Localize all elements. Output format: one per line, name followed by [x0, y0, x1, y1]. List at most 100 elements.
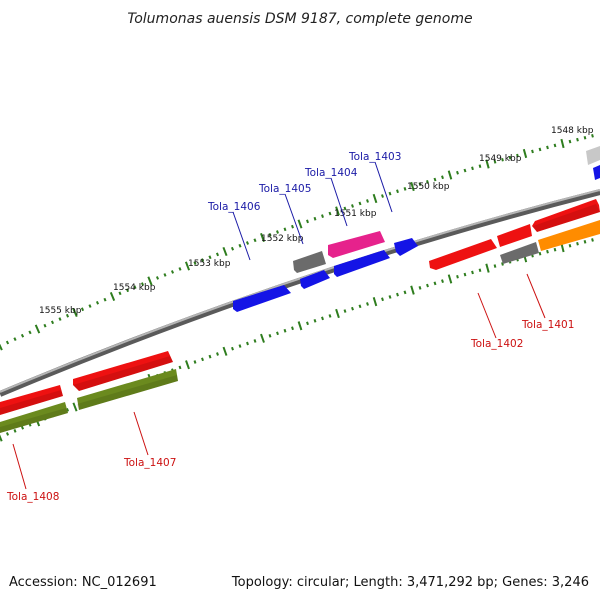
scale-tick-minor: [65, 408, 70, 412]
scale-ring-outer: [0, 134, 594, 351]
scale-label-1550: 1550 kbp: [407, 182, 450, 192]
accession-text: Accession: NC_012691: [9, 575, 157, 590]
scale-tick-minor: [163, 273, 167, 277]
gene-arrow-red-1402: [429, 239, 497, 270]
gene-arrow-orange: [538, 220, 600, 251]
gene-arrow-red-small: [497, 224, 532, 247]
scale-tick-minor: [426, 179, 429, 184]
gene-arrow-blue-1403: [394, 238, 418, 256]
scale-tick-minor: [546, 145, 549, 150]
scale-tick-minor: [358, 201, 362, 206]
gene-arrow-grey-lower: [500, 242, 539, 264]
scale-tick-minor: [388, 295, 392, 299]
genome-backbone: [0, 189, 600, 397]
scale-tick-minor: [238, 344, 242, 348]
scale-tick-minor: [5, 340, 10, 345]
scale-tick-minor: [591, 134, 594, 138]
scale-label-1555: 1555 kbp: [39, 306, 82, 316]
scale-tick-minor: [208, 354, 212, 359]
scale-tick-minor: [343, 206, 347, 211]
gene-arrow-olive-1408: [0, 402, 68, 433]
scale-tick-minor: [508, 155, 512, 160]
scale-tick-minor: [306, 321, 309, 326]
scale-tick-minor: [253, 238, 257, 243]
scale-tick-minor: [238, 243, 242, 248]
scale-tick-minor: [583, 240, 587, 244]
scale-tick-major: [335, 206, 340, 216]
leader-lines-bottom: [12, 273, 546, 490]
scale-tick-major: [297, 321, 303, 331]
scale-tick-minor: [366, 199, 369, 203]
gene-label-tola-1404: Tola_1404: [304, 167, 358, 179]
scale-tick-minor: [125, 288, 130, 293]
map-title: Tolumonas auensis DSM 9187, complete gen…: [127, 11, 472, 27]
scale-tick-minor: [456, 170, 459, 175]
scale-tick-minor: [493, 160, 497, 164]
scale-tick-major: [485, 159, 490, 169]
scale-tick-minor: [553, 143, 557, 148]
scale-tick-minor: [58, 317, 62, 321]
scale-tick-minor: [216, 352, 219, 356]
scale-tick-minor: [230, 246, 235, 251]
genome-stats-text: Topology: circular; Length: 3,471,292 bp…: [231, 575, 589, 590]
scale-tick-minor: [268, 333, 272, 338]
scale-tick-minor: [553, 247, 557, 252]
scale-tick-major: [222, 346, 228, 356]
scale-tick-minor: [291, 326, 294, 331]
scale-tick-minor: [313, 216, 317, 221]
scale-tick-minor: [568, 139, 572, 144]
scale-tick-minor: [283, 227, 287, 232]
scale-label-1548: 1548 kbp: [551, 126, 594, 136]
scale-tick-minor: [13, 429, 17, 433]
scale-tick-minor: [276, 230, 279, 234]
gene-arrow-blue-small: [300, 270, 330, 289]
scale-tick-major: [147, 276, 153, 286]
scale-tick-major: [34, 324, 41, 334]
scale-tick-minor: [546, 249, 549, 254]
scale-tick-minor: [493, 264, 497, 268]
scale-label-1554: 1554 kbp: [113, 283, 156, 293]
scale-tick-minor: [208, 255, 212, 260]
gene-arrow-olive-1407: [77, 369, 178, 410]
scale-tick-minor: [396, 292, 399, 297]
scale-tick-minor: [283, 328, 287, 333]
scale-tick-minor: [343, 309, 347, 313]
scale-tick-minor: [65, 313, 70, 318]
scale-tick-major: [410, 181, 415, 192]
scale-tick-minor: [501, 157, 504, 162]
scale-tick-minor: [576, 241, 579, 246]
scale-tick-minor: [328, 211, 332, 216]
scale-tick-minor: [568, 243, 572, 248]
scale-tick-minor: [321, 214, 324, 219]
scale-tick-minor: [50, 320, 55, 325]
gene-label-tola-1408: Tola_1408: [6, 491, 59, 503]
gene-arrow-red-1407: [73, 351, 173, 391]
scale-tick-minor: [463, 272, 467, 277]
gene-arrow-red-outer: [532, 199, 600, 232]
gene-label-tola-1402: Tola_1402: [470, 338, 523, 350]
scale-tick-minor: [276, 331, 279, 336]
scale-label-1549: 1549 kbp: [479, 154, 522, 164]
scale-tick-minor: [201, 357, 204, 362]
scale-tick-major: [522, 148, 528, 159]
scale-tick-major: [297, 219, 303, 229]
scale-tick-minor: [456, 274, 459, 279]
scale-tick-minor: [313, 318, 317, 323]
scale-tick-major: [485, 263, 490, 273]
scale-tick-minor: [471, 166, 474, 171]
gene-label-tola-1401: Tola_1401: [521, 319, 574, 331]
scale-label-1553: 1553 kbp: [188, 259, 231, 269]
gene-label-tola-1407: Tola_1407: [123, 457, 176, 469]
scale-tick-minor: [118, 291, 122, 296]
scale-tick-minor: [388, 191, 392, 196]
scale-tick-minor: [215, 252, 220, 257]
scale-tick-minor: [351, 204, 354, 208]
scale-tick-major: [109, 292, 116, 301]
leader-lines-top: [232, 161, 393, 261]
gene-labels: Tola_1403 Tola_1404 Tola_1405 Tola_1406 …: [6, 151, 574, 503]
scale-tick-major: [0, 434, 3, 442]
scale-tick-minor: [381, 297, 384, 302]
scale-tick-minor: [538, 251, 542, 256]
scale-tick-minor: [5, 432, 10, 436]
scale-tick-minor: [20, 333, 25, 338]
